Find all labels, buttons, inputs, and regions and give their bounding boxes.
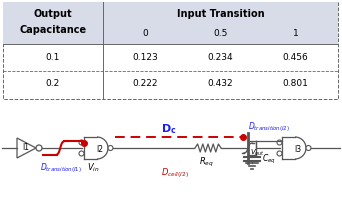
Text: I1: I1 bbox=[23, 144, 29, 152]
Text: 0.1: 0.1 bbox=[46, 53, 60, 63]
Text: 0.432: 0.432 bbox=[208, 80, 233, 88]
Circle shape bbox=[79, 151, 84, 156]
Text: $R_{eq}$: $R_{eq}$ bbox=[198, 155, 213, 169]
Circle shape bbox=[306, 145, 311, 151]
Text: Capacitance: Capacitance bbox=[19, 25, 87, 35]
Circle shape bbox=[277, 140, 282, 145]
Polygon shape bbox=[17, 138, 36, 158]
Text: $D_{cell(I2)}$: $D_{cell(I2)}$ bbox=[161, 166, 189, 180]
Text: 1: 1 bbox=[293, 28, 299, 38]
Circle shape bbox=[108, 145, 113, 151]
Text: 0.123: 0.123 bbox=[132, 53, 158, 63]
Text: $C_{eq}$: $C_{eq}$ bbox=[262, 152, 276, 166]
Text: Input Transition: Input Transition bbox=[177, 9, 264, 19]
Text: $D_{transition(I1)}$: $D_{transition(I1)}$ bbox=[40, 161, 82, 175]
Text: $V_{in}$: $V_{in}$ bbox=[87, 162, 99, 174]
Circle shape bbox=[36, 145, 42, 151]
Text: 0.2: 0.2 bbox=[46, 80, 60, 88]
Text: Output: Output bbox=[34, 9, 72, 19]
Circle shape bbox=[79, 140, 84, 145]
Circle shape bbox=[277, 151, 282, 156]
Text: 0.801: 0.801 bbox=[283, 80, 308, 88]
Text: 0.456: 0.456 bbox=[283, 53, 308, 63]
Text: $\mathbf{D_c}$: $\mathbf{D_c}$ bbox=[161, 122, 177, 136]
Text: 0.234: 0.234 bbox=[208, 53, 233, 63]
Text: $V_{out}$: $V_{out}$ bbox=[250, 148, 265, 158]
Text: 0: 0 bbox=[142, 28, 148, 38]
Text: 0.5: 0.5 bbox=[213, 28, 228, 38]
Bar bbox=[3, 2, 338, 44]
Text: $D_{transition(I2)}$: $D_{transition(I2)}$ bbox=[248, 120, 290, 134]
Text: I3: I3 bbox=[294, 145, 302, 155]
Text: 0.222: 0.222 bbox=[133, 80, 158, 88]
Text: I2: I2 bbox=[96, 145, 104, 155]
